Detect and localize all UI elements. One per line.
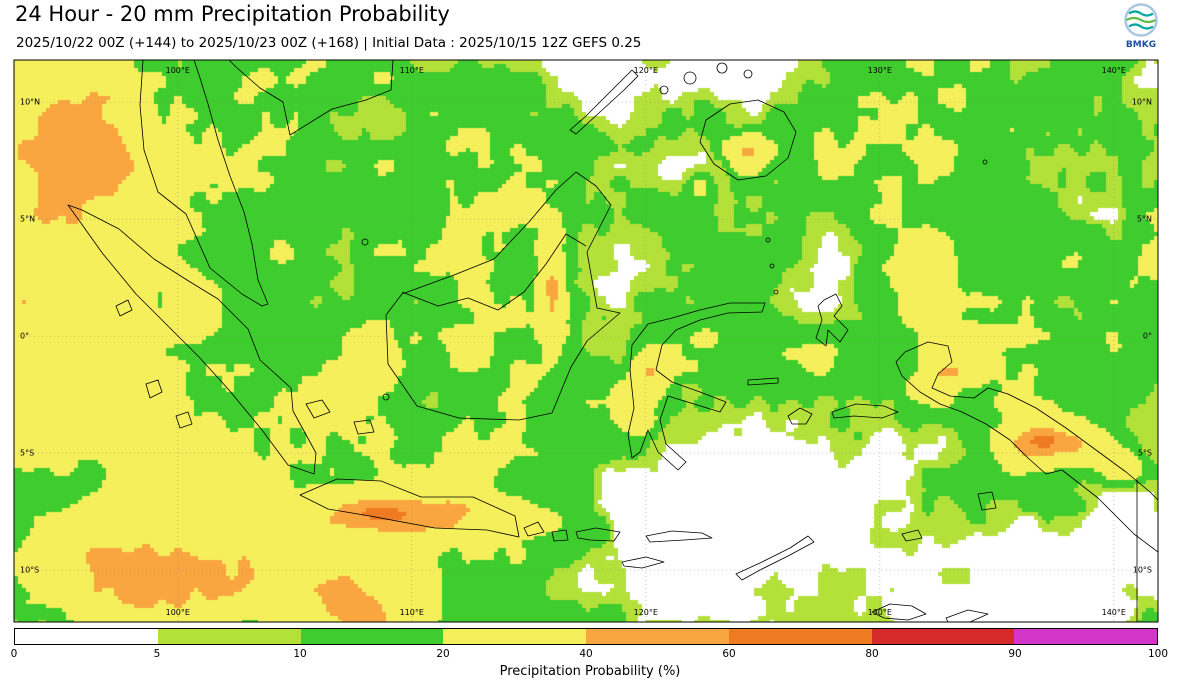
coastline-mentawai	[175, 411, 193, 429]
colorbar-segment-10-20	[300, 629, 444, 644]
bmkg-logo: BMKG	[1116, 2, 1166, 54]
map-border	[13, 59, 1159, 623]
lon-label-top: 110°E	[400, 66, 424, 75]
figure-title: 24 Hour - 20 mm Precipitation Probabilit…	[15, 2, 450, 26]
lat-label-right: 10°S	[1133, 566, 1152, 575]
coastline-sangihe-3	[773, 289, 779, 295]
coastline-natuna	[361, 238, 369, 246]
graticule-gridlines	[14, 60, 1158, 622]
colorbar	[14, 628, 1158, 645]
coastline-seram	[831, 403, 899, 419]
coastline-flores	[645, 530, 713, 543]
colorbar-segment-0-5	[15, 629, 158, 644]
lon-label-bottom: 120°E	[634, 608, 658, 617]
colorbar-tick: 10	[293, 648, 307, 660]
lon-label-bottom: 100°E	[166, 608, 190, 617]
coastline-sangihe-2	[765, 237, 771, 243]
coastline-australia-islands-1	[871, 603, 927, 621]
coastline-sulawesi	[627, 302, 766, 471]
colorbar-segment-60-80	[728, 629, 872, 644]
lon-label-bottom: 140°E	[1102, 608, 1126, 617]
coastline-java	[299, 478, 520, 538]
lat-label-left: 10°S	[20, 566, 39, 575]
colorbar-segment-5-10	[157, 629, 301, 644]
lat-label-left: 5°S	[20, 449, 34, 458]
lon-label-top: 100°E	[166, 66, 190, 75]
coastline-palau	[982, 159, 988, 165]
lat-label-left: 0°	[20, 332, 29, 341]
lon-label-bottom: 110°E	[400, 608, 424, 617]
coastline-visayas-4	[743, 69, 753, 79]
coastline-halmahera	[815, 293, 849, 347]
colorbar-segment-40-60	[586, 629, 729, 644]
colorbar-tick: 5	[153, 648, 161, 660]
coastline-visayas-3	[659, 85, 669, 95]
coastline-aru	[977, 491, 997, 511]
coastline-siberut	[145, 379, 163, 399]
coastline-visayas-1	[683, 71, 697, 85]
coastline-borneo	[385, 171, 621, 421]
lon-label-top: 120°E	[634, 66, 658, 75]
colorbar-tick-labels: 0 5 10 20 40 60 80 90 100	[10, 648, 1168, 662]
lat-label-right: 5°S	[1138, 449, 1152, 458]
colorbar-tick: 90	[1008, 648, 1022, 660]
lat-label-left: 5°N	[20, 215, 35, 224]
coastline-bali	[523, 521, 545, 537]
lon-label-top: 130°E	[868, 66, 892, 75]
colorbar-tick: 100	[1147, 648, 1169, 660]
coastline-palawan	[569, 69, 639, 135]
coastline-sumba	[621, 556, 665, 569]
colorbar-segment-80-90	[871, 629, 1015, 644]
coastline-sangihe-1	[769, 263, 775, 269]
coastline-mindanao	[699, 99, 797, 181]
coastline-sumbawa	[575, 527, 621, 542]
colorbar-tick: 40	[579, 648, 593, 660]
border-kalimantan	[401, 233, 587, 311]
lon-label-bottom: 130°E	[868, 608, 892, 617]
precipitation-probability-field	[14, 60, 1158, 622]
coastline-visayas-2	[716, 62, 728, 74]
coastlines	[67, 60, 1158, 622]
bmkg-logo-text: BMKG	[1126, 40, 1156, 50]
coastline-australia-islands-2	[945, 609, 989, 622]
coastline-sula	[747, 377, 779, 386]
coastline-tanimbar	[901, 529, 923, 542]
coastline-buru	[787, 407, 813, 425]
graticule-labels: 100°E 100°E 110°E 110°E 120°E 120°E 130°E 130°E…	[20, 66, 1152, 617]
coastline-belitung	[353, 419, 375, 435]
coastline-lombok	[551, 529, 569, 542]
lat-label-right: 0°	[1143, 332, 1152, 341]
colorbar-segment-90-100	[1014, 629, 1157, 644]
lat-label-left: 10°N	[20, 98, 40, 107]
coastline-malay-peninsula	[139, 60, 269, 307]
colorbar-tick: 60	[722, 648, 736, 660]
coastline-indochina	[228, 60, 394, 136]
coastline-nias	[115, 299, 133, 317]
colorbar-tick: 80	[865, 648, 879, 660]
bmkg-logo-icon: BMKG	[1124, 3, 1158, 50]
lat-label-right: 5°N	[1137, 215, 1152, 224]
coastline-timor	[735, 535, 815, 581]
coastline-new-guinea	[895, 341, 1158, 553]
colorbar-tick: 20	[436, 648, 450, 660]
colorbar-segment-20-40	[443, 629, 586, 644]
coastline-bangka	[305, 399, 331, 419]
lat-label-right: 10°N	[1132, 98, 1152, 107]
colorbar-tick: 0	[10, 648, 18, 660]
colorbar-title: Precipitation Probability (%)	[499, 664, 681, 679]
figure-subtitle: 2025/10/22 00Z (+144) to 2025/10/23 00Z …	[16, 35, 642, 51]
coastline-karimata	[382, 393, 390, 401]
coastline-sumatra	[67, 204, 317, 475]
lon-label-top: 140°E	[1102, 66, 1126, 75]
